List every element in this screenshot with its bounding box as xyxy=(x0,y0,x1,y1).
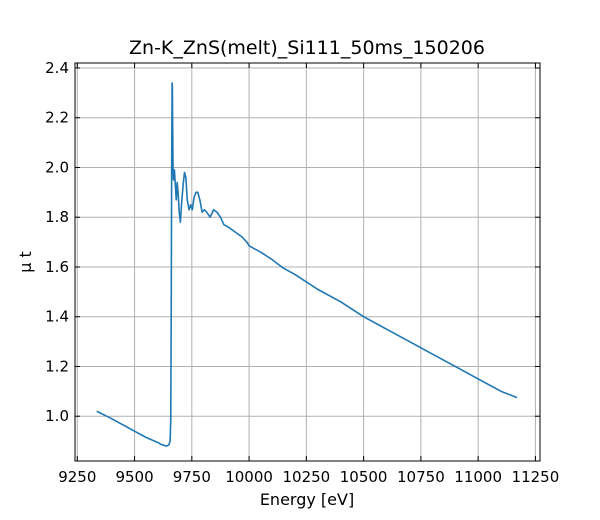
x-tick-label: 10500 xyxy=(340,468,388,486)
y-tick-label: 2.0 xyxy=(45,158,69,176)
y-tick-label: 2.4 xyxy=(45,59,69,77)
y-tick-label: 1.6 xyxy=(45,258,69,276)
x-tick-label: 9250 xyxy=(58,468,96,486)
x-axis-ticks: 9250 9500 9750 10000 10250 10500 10750 11000 112… xyxy=(58,63,559,486)
x-tick-label: 10000 xyxy=(225,468,273,486)
x-tick-label: 10250 xyxy=(282,468,330,486)
x-tick-label: 9500 xyxy=(115,468,153,486)
x-tick-label: 11250 xyxy=(512,468,560,486)
x-tick-label: 9750 xyxy=(173,468,211,486)
y-axis-title: μ t xyxy=(16,251,35,273)
plot-frame xyxy=(74,62,541,462)
x-axis-title: Energy [eV] xyxy=(260,490,354,509)
x-tick-label: 10750 xyxy=(397,468,445,486)
y-tick-label: 1.8 xyxy=(45,208,69,226)
chart-title: Zn-K_ZnS(melt)_Si111_50ms_150206 xyxy=(129,37,485,59)
y-axis-ticks: 1.0 1.2 1.4 1.6 1.8 2.0 2.2 2.4 xyxy=(45,59,540,425)
grid xyxy=(75,63,540,461)
series-line-0 xyxy=(96,82,518,447)
y-tick-label: 1.0 xyxy=(45,407,69,425)
y-tick-label: 1.2 xyxy=(45,357,69,375)
y-tick-label: 2.2 xyxy=(45,109,69,127)
y-tick-label: 1.4 xyxy=(45,308,69,326)
x-tick-label: 11000 xyxy=(454,468,502,486)
series-layer xyxy=(96,82,518,447)
